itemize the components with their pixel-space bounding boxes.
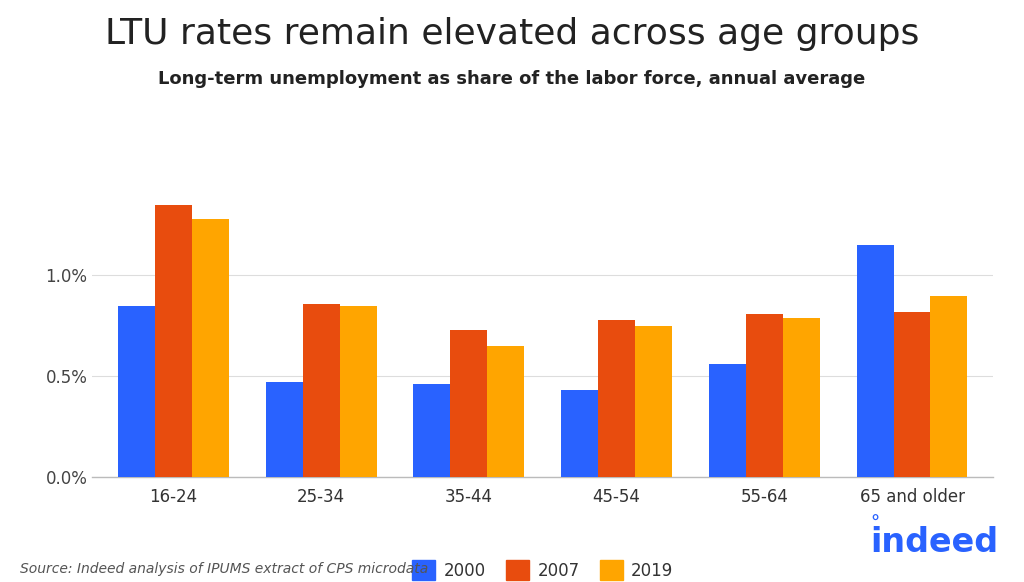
Bar: [487, 346, 524, 477]
Bar: [782, 318, 819, 477]
Bar: [303, 304, 340, 477]
Text: LTU rates remain elevated across age groups: LTU rates remain elevated across age gro…: [104, 17, 920, 51]
Text: indeed: indeed: [870, 526, 998, 559]
Legend: 2000, 2007, 2019: 2000, 2007, 2019: [403, 552, 682, 582]
Bar: [340, 306, 377, 477]
Text: Source: Indeed analysis of IPUMS extract of CPS microdata: Source: Indeed analysis of IPUMS extract…: [20, 562, 429, 576]
Bar: [635, 326, 672, 477]
Text: Long-term unemployment as share of the labor force, annual average: Long-term unemployment as share of the l…: [159, 70, 865, 88]
Bar: [191, 219, 228, 477]
Bar: [857, 245, 894, 477]
Text: °: °: [870, 514, 880, 533]
Bar: [894, 312, 931, 477]
Bar: [561, 391, 598, 477]
Bar: [931, 296, 968, 477]
Bar: [709, 364, 745, 477]
Bar: [266, 382, 303, 477]
Bar: [598, 320, 635, 477]
Bar: [414, 385, 451, 477]
Bar: [451, 330, 487, 477]
Bar: [745, 314, 782, 477]
Bar: [118, 306, 155, 477]
Bar: [155, 205, 191, 477]
